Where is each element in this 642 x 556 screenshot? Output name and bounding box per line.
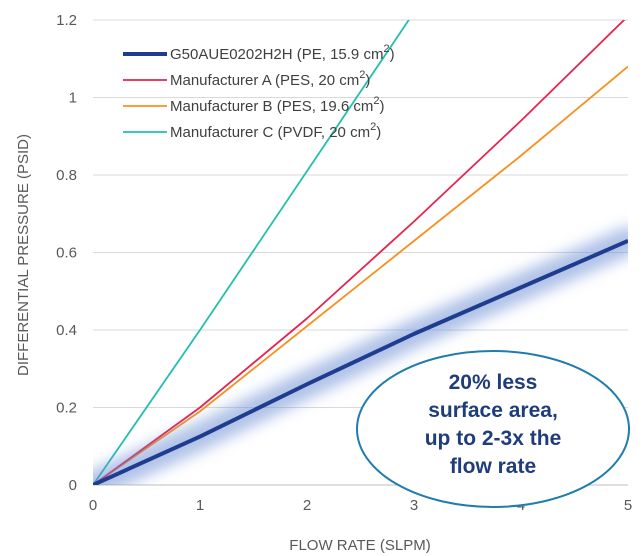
callout-line-4: flow rate (450, 455, 536, 478)
y-tick-label: 0.2 (56, 400, 77, 417)
series-line-manufacturer-a (93, 20, 626, 485)
legend-label-text: Manufacturer B (PES, 19.6 cm (170, 98, 373, 115)
grid-lines (93, 19, 628, 486)
y-tick-label: 0.6 (56, 245, 77, 262)
legend-superscript: 2 (359, 69, 365, 81)
series-lines (93, 20, 628, 485)
callout: 20% less surface area, up to 2-3x the fl… (356, 350, 630, 508)
callout-line-1: 20% less (449, 371, 538, 394)
legend-superscript: 2 (373, 95, 379, 107)
y-tick-labels: 0 0.2 0.4 0.6 0.8 1 1.2 (56, 12, 77, 494)
x-tick-label: 3 (410, 497, 418, 514)
legend-close-paren: ) (365, 72, 370, 89)
x-axis-title: FLOW RATE (SLPM) (289, 537, 430, 554)
series-line-g50aue0202h2h (93, 239, 628, 485)
callout-line-2: surface area, (428, 399, 558, 422)
legend-label-text: Manufacturer C (PVDF, 20 cm (170, 124, 370, 141)
series-line-manufacturer-b (93, 65, 628, 485)
y-tick-label: 0 (69, 477, 77, 494)
legend-label: Manufacturer C (PVDF, 20 cm2) (170, 121, 381, 141)
x-tick-label: 1 (196, 497, 204, 514)
x-tick-label: 2 (303, 497, 311, 514)
legend-label-text: G50AUE0202H2H (PE, 15.9 cm (170, 46, 383, 63)
legend-close-paren: ) (390, 46, 395, 63)
legend-superscript: 2 (383, 43, 389, 55)
legend-superscript: 2 (370, 121, 376, 133)
legend-label: Manufacturer A (PES, 20 cm2) (170, 69, 370, 89)
y-tick-label: 1.2 (56, 12, 77, 29)
legend-label: Manufacturer B (PES, 19.6 cm2) (170, 95, 385, 115)
legend-label-text: Manufacturer A (PES, 20 cm (170, 72, 359, 89)
legend-label: G50AUE0202H2H (PE, 15.9 cm2) (170, 43, 395, 63)
legend-close-paren: ) (380, 98, 385, 115)
y-tick-label: 0.4 (56, 322, 77, 339)
legend-close-paren: ) (376, 124, 381, 141)
callout-ellipse (356, 350, 630, 508)
y-tick-label: 1 (69, 90, 77, 107)
x-tick-label: 5 (624, 497, 632, 514)
series-line-manufacturer-c (93, 20, 410, 485)
legend: G50AUE0202H2H (PE, 15.9 cm2)Manufacturer… (123, 43, 395, 141)
y-tick-label: 0.8 (56, 167, 77, 184)
y-axis-title: DIFFERENTIAL PRESSURE (PSID) (15, 134, 32, 376)
x-tick-label: 0 (89, 497, 97, 514)
callout-line-3: up to 2-3x the (425, 427, 562, 450)
